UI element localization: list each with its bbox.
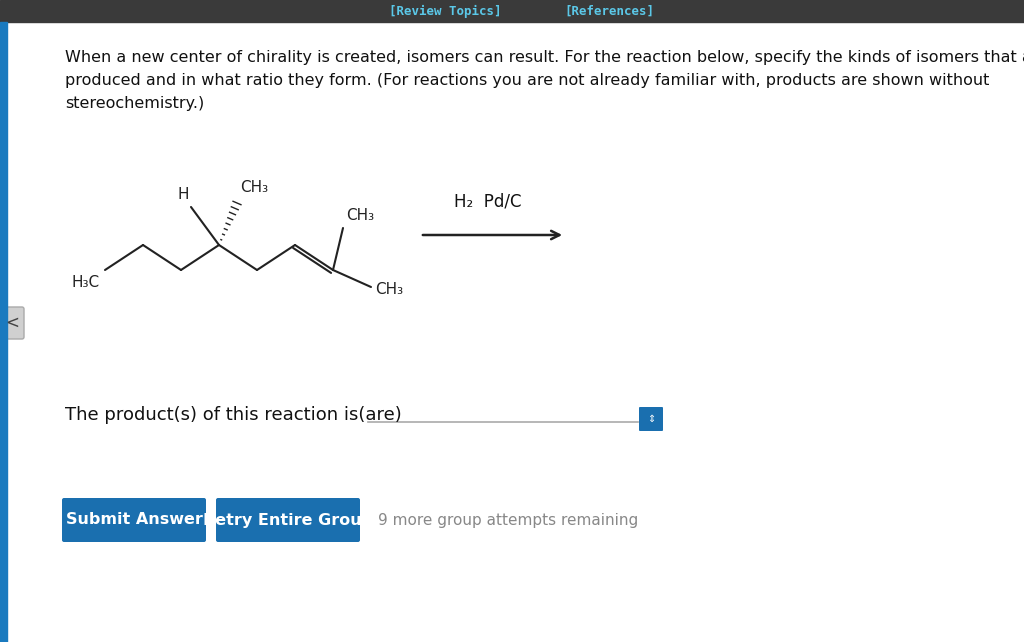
Text: CH₃: CH₃ bbox=[375, 281, 403, 297]
Text: <: < bbox=[5, 314, 19, 332]
Bar bbox=[0, 22, 7, 642]
Bar bbox=[0, 0, 1024, 22]
Text: CH₃: CH₃ bbox=[346, 208, 374, 223]
Text: The product(s) of this reaction is(are): The product(s) of this reaction is(are) bbox=[65, 406, 401, 424]
FancyBboxPatch shape bbox=[216, 498, 360, 542]
Text: ⇕: ⇕ bbox=[647, 414, 655, 424]
Text: Submit Answer: Submit Answer bbox=[66, 512, 203, 528]
Text: CH₃: CH₃ bbox=[240, 180, 268, 195]
Text: Retry Entire Group: Retry Entire Group bbox=[203, 512, 373, 528]
Text: [References]: [References] bbox=[564, 4, 654, 17]
Text: [Review Topics]: [Review Topics] bbox=[389, 4, 502, 17]
Text: 9 more group attempts remaining: 9 more group attempts remaining bbox=[378, 512, 638, 528]
FancyBboxPatch shape bbox=[0, 307, 24, 339]
FancyBboxPatch shape bbox=[639, 407, 663, 431]
Text: H₂  Pd/C: H₂ Pd/C bbox=[455, 192, 522, 210]
Text: H: H bbox=[177, 187, 189, 202]
Text: H₃C: H₃C bbox=[72, 275, 100, 290]
FancyBboxPatch shape bbox=[62, 498, 206, 542]
Text: When a new center of chirality is created, isomers can result. For the reaction : When a new center of chirality is create… bbox=[65, 50, 1024, 110]
